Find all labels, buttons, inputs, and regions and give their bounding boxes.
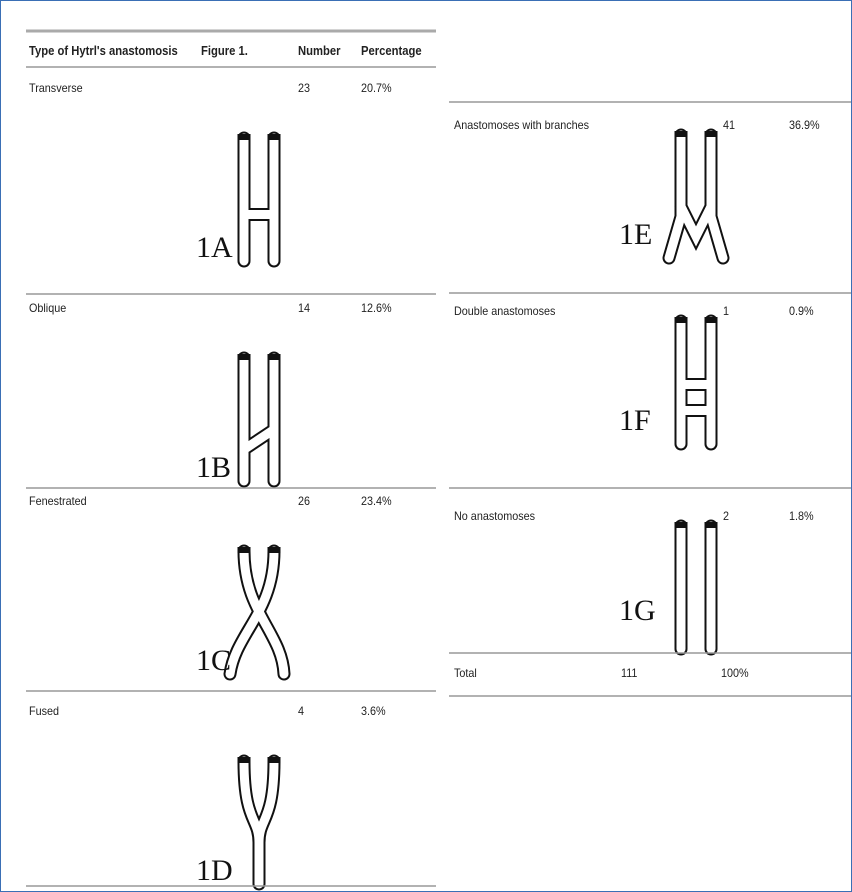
number-cell: 2: [723, 509, 729, 523]
vessel-cap: [675, 522, 688, 528]
column-header: Number: [298, 44, 341, 58]
column-header: Figure 1.: [201, 44, 248, 58]
vessel-cap: [238, 757, 251, 763]
percentage-cell: 23.4%: [361, 494, 392, 508]
vessel-cap: [268, 134, 281, 140]
type-cell: Double anastomoses: [454, 304, 555, 318]
number-cell: 14: [298, 301, 310, 315]
percentage-cell: 36.9%: [789, 118, 820, 132]
type-cell: Anastomoses with branches: [454, 118, 589, 132]
vessel-cap: [675, 131, 688, 137]
document-page: Type of Hytrl's anastomosis Figure 1. Numb…: [0, 0, 852, 892]
vessel-cap: [675, 317, 688, 323]
number-cell: 1: [723, 304, 729, 318]
percentage-cell: 0.9%: [789, 304, 814, 318]
figure-label: 1E: [619, 218, 652, 252]
type-cell: Fenestrated: [29, 494, 87, 508]
vessel-cap: [705, 317, 718, 323]
vessel-cap: [268, 547, 281, 553]
total-number: 111: [621, 666, 637, 680]
vessel-cap: [705, 131, 718, 137]
column-header: Type of Hytrl's anastomosis: [29, 44, 178, 58]
percentage-cell: 12.6%: [361, 301, 392, 315]
vessel-cap: [238, 354, 251, 360]
figure-label: 1D: [196, 854, 233, 888]
number-cell: 23: [298, 81, 310, 95]
vessel-cap: [268, 757, 281, 763]
figure-label: 1G: [619, 594, 656, 628]
total-percentage: 100%: [721, 666, 749, 680]
figure-label: 1A: [196, 231, 233, 265]
figure-label: 1C: [196, 644, 231, 678]
vessel-cap: [705, 522, 718, 528]
vessel-cap: [238, 134, 251, 140]
type-cell: No anastomoses: [454, 509, 535, 523]
figure-label: 1B: [196, 451, 231, 485]
vessel-cap: [268, 354, 281, 360]
type-cell: Fused: [29, 704, 59, 718]
table-art: [1, 1, 851, 891]
total-label: Total: [454, 666, 477, 680]
number-cell: 26: [298, 494, 310, 508]
number-cell: 41: [723, 118, 735, 132]
percentage-cell: 3.6%: [361, 704, 386, 718]
number-cell: 4: [298, 704, 304, 718]
vessel-lumen: [681, 207, 711, 237]
percentage-cell: 1.8%: [789, 509, 814, 523]
column-header: Percentage: [361, 44, 422, 58]
type-cell: Transverse: [29, 81, 83, 95]
vessel-cap: [238, 547, 251, 553]
type-cell: Oblique: [29, 301, 66, 315]
figure-label: 1F: [619, 404, 651, 438]
percentage-cell: 20.7%: [361, 81, 392, 95]
